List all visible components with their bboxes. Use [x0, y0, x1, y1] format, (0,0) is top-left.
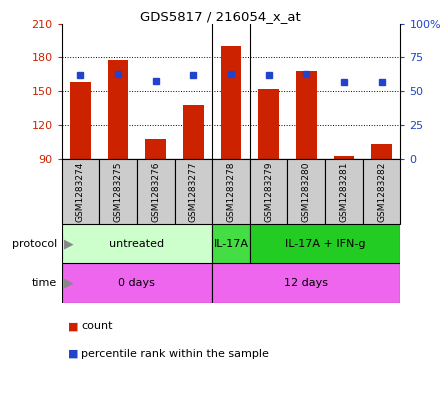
Text: GSM1283279: GSM1283279 — [264, 162, 273, 222]
Text: GSM1283281: GSM1283281 — [339, 162, 348, 222]
Text: percentile rank within the sample: percentile rank within the sample — [81, 349, 269, 359]
Text: GSM1283274: GSM1283274 — [76, 162, 85, 222]
Text: untreated: untreated — [109, 239, 165, 249]
Bar — [250, 159, 287, 224]
Text: IL-17A: IL-17A — [213, 239, 249, 249]
Bar — [296, 71, 317, 159]
Bar — [108, 60, 128, 159]
Bar — [371, 145, 392, 159]
Bar — [220, 46, 242, 159]
Text: ▶: ▶ — [64, 237, 73, 250]
Text: GDS5817 / 216054_x_at: GDS5817 / 216054_x_at — [139, 10, 301, 23]
Text: GSM1283278: GSM1283278 — [227, 162, 235, 222]
Bar — [212, 224, 250, 263]
Text: GSM1283280: GSM1283280 — [302, 162, 311, 222]
Text: time: time — [32, 278, 57, 288]
Bar — [183, 105, 204, 159]
Bar — [212, 263, 400, 303]
Text: count: count — [81, 321, 113, 331]
Text: ■: ■ — [68, 321, 79, 331]
Bar — [137, 159, 175, 224]
Text: GSM1283275: GSM1283275 — [114, 162, 123, 222]
Bar — [287, 159, 325, 224]
Bar — [62, 159, 99, 224]
Text: 0 days: 0 days — [118, 278, 155, 288]
Bar — [250, 224, 400, 263]
Bar — [70, 83, 91, 159]
Text: 12 days: 12 days — [284, 278, 328, 288]
Bar — [62, 224, 212, 263]
Text: GSM1283277: GSM1283277 — [189, 162, 198, 222]
Bar — [363, 159, 400, 224]
Bar — [175, 159, 212, 224]
Bar — [62, 263, 212, 303]
Bar — [145, 139, 166, 159]
Text: protocol: protocol — [12, 239, 57, 249]
Bar — [99, 159, 137, 224]
Text: ▶: ▶ — [64, 276, 73, 290]
Text: ■: ■ — [68, 349, 79, 359]
Bar — [334, 156, 354, 159]
Text: GSM1283276: GSM1283276 — [151, 162, 160, 222]
Bar — [258, 89, 279, 159]
Bar — [212, 159, 250, 224]
Text: IL-17A + IFN-g: IL-17A + IFN-g — [285, 239, 365, 249]
Bar — [325, 159, 363, 224]
Text: GSM1283282: GSM1283282 — [377, 162, 386, 222]
